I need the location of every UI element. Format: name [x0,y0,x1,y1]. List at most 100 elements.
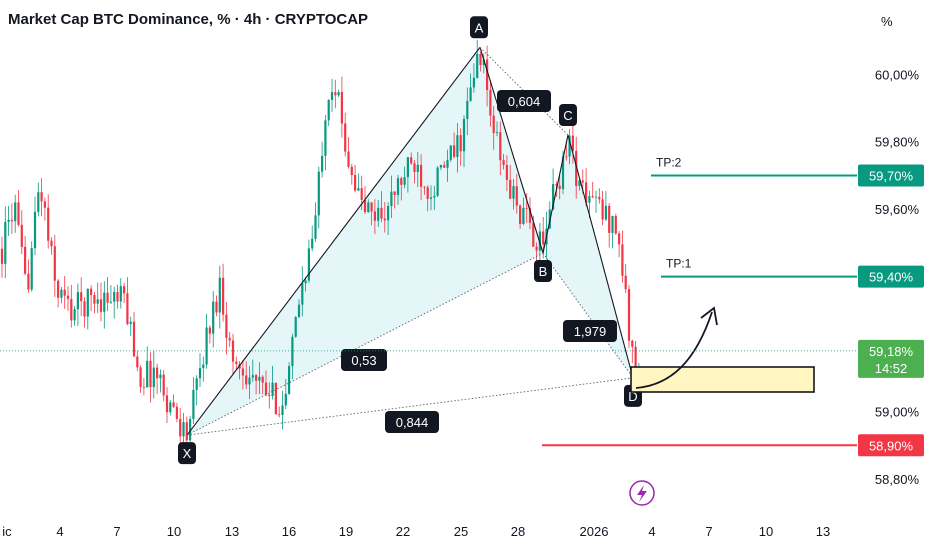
x-tick-label: 19 [339,524,353,539]
candle-body [337,92,340,96]
pattern-leg-ab [479,47,544,254]
y-tick-label: 59,80% [875,135,920,150]
candle-body [608,205,611,233]
candle-body [515,186,518,206]
candle-body [354,175,357,191]
candle-body [179,418,182,437]
candle-body [575,151,578,186]
candle-body [86,288,89,317]
x-tick-label: 16 [282,524,296,539]
candle-body [321,155,324,172]
pattern-ratio-line-bd [542,252,634,379]
candle-body [119,286,122,302]
candle-body [330,92,334,100]
x-tick-label: 7 [113,524,120,539]
candle-body [429,197,433,199]
candle-body [532,222,535,247]
candle-body [360,188,363,200]
candle-body [182,422,185,437]
lightning-icon [637,485,647,502]
candle-body [396,178,400,196]
candle-body [103,292,106,312]
candle-body [522,207,525,224]
candle-body [37,192,40,212]
candle-body [73,309,76,321]
candle-body [106,292,109,303]
candle-body [132,321,136,357]
x-tick-label: 4 [56,524,63,539]
candles [0,39,640,453]
candle-body [271,382,274,397]
candle-body [248,377,251,385]
x-tick-label: 4 [648,524,655,539]
candle-body [268,394,271,397]
level-name: TP:2 [656,155,682,169]
candle-body [618,233,621,245]
pattern-fill-bcd [543,134,633,378]
pattern-leg-xa [186,46,481,436]
candle-body [159,374,162,379]
candle-body [17,202,20,225]
candle-body [380,207,383,219]
candle-body [80,292,83,302]
chart-title: Market Cap BTC Dominance, % · 4h · CRYPT… [8,11,369,28]
candle-body [215,301,218,313]
level-price-tag [858,434,924,457]
candle-body [486,59,489,90]
candle-body [225,314,228,338]
candle-body [588,196,591,203]
candle-body [291,336,294,367]
candle-body [261,376,264,383]
candle-body [278,414,281,416]
pattern-leg-bc [542,134,569,254]
candle-body [413,163,416,173]
candle-body [129,321,132,325]
candle-body [317,171,320,216]
candle-body [264,382,268,395]
x-tick-label: 13 [816,524,830,539]
level-name: TP:1 [666,257,692,271]
candle-body [390,191,393,207]
candle-body [139,367,142,387]
candle-body [20,224,23,247]
price-levels: TP:2 59,70% TP:1 59,40% 58,90% 59,18% 14:52 [0,155,924,457]
candle-body [307,248,310,281]
candle-body [251,375,254,378]
candle-body [192,389,195,420]
candle-body [459,135,462,152]
candle-body [109,301,112,303]
candle-body [162,374,165,396]
candle-body [205,327,208,365]
candle-body [96,299,99,304]
candle-body [558,185,561,190]
candle-body [433,195,436,198]
candle-body [189,419,192,441]
pattern-ratio-line-xd [186,377,634,436]
x-tick-label: ic [2,524,12,539]
candle-body [571,135,574,152]
x-axis: ic 4 7 10 13 16 19 22 25 28 2026 4 7 10 13 [2,524,830,539]
candle-body [634,346,637,378]
candle-body [416,164,419,173]
candle-body [453,145,456,157]
candle-body [258,376,261,381]
candle-body [24,246,27,274]
candle-body [175,406,178,419]
candle-body [60,289,63,298]
pattern-point-box [470,16,488,39]
candle-body [156,367,159,379]
level-price-label: 58,90% [869,438,914,453]
candle-body [469,87,472,102]
candle-body [274,382,277,415]
candle-body [621,244,624,276]
pattern-point-box [534,260,552,283]
candle-body [400,178,403,185]
candle-body [327,99,330,121]
candle-body [142,386,145,388]
candle-body [76,292,79,310]
candle-body [347,151,350,167]
candle-body [591,196,594,198]
level-price-tag [858,265,924,288]
